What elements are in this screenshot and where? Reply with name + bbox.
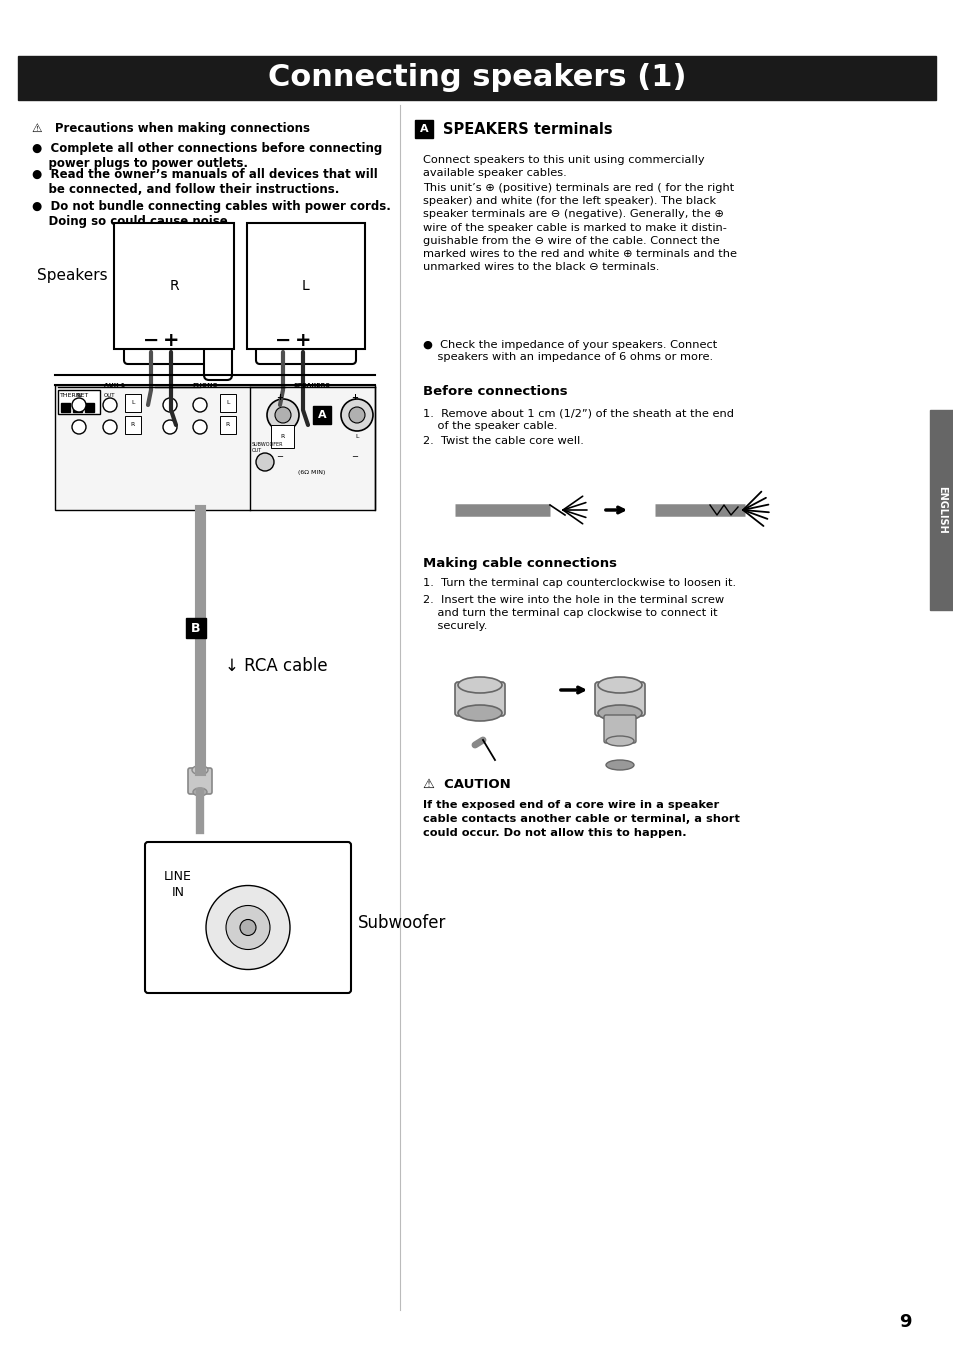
Bar bbox=[415, 120, 433, 137]
Ellipse shape bbox=[598, 677, 641, 693]
Text: ⚠   Precautions when making connections: ⚠ Precautions when making connections bbox=[32, 123, 310, 135]
FancyBboxPatch shape bbox=[204, 243, 232, 380]
Text: AUX 1: AUX 1 bbox=[104, 383, 126, 388]
Text: OUT: OUT bbox=[104, 394, 115, 398]
Circle shape bbox=[267, 399, 298, 431]
FancyBboxPatch shape bbox=[595, 682, 644, 716]
Circle shape bbox=[193, 398, 207, 412]
Text: THERNET: THERNET bbox=[60, 394, 90, 398]
FancyBboxPatch shape bbox=[255, 244, 355, 364]
Text: SPEAKERS terminals: SPEAKERS terminals bbox=[442, 123, 612, 137]
Ellipse shape bbox=[457, 705, 501, 721]
Text: IN: IN bbox=[76, 394, 82, 398]
Circle shape bbox=[163, 398, 177, 412]
Bar bbox=[313, 406, 331, 425]
Text: −: − bbox=[351, 452, 358, 461]
FancyBboxPatch shape bbox=[188, 768, 212, 794]
Circle shape bbox=[103, 421, 117, 434]
Text: +: + bbox=[163, 330, 179, 349]
Text: R: R bbox=[169, 279, 178, 293]
Text: Subwoofer: Subwoofer bbox=[357, 914, 446, 931]
Text: A: A bbox=[317, 410, 326, 421]
Ellipse shape bbox=[598, 705, 641, 721]
Circle shape bbox=[340, 399, 373, 431]
Text: ●  Complete all other connections before connecting
    power plugs to power out: ● Complete all other connections before … bbox=[32, 142, 382, 170]
Text: L: L bbox=[132, 400, 134, 406]
Text: SPEAKERS: SPEAKERS bbox=[294, 383, 330, 388]
Circle shape bbox=[240, 919, 255, 936]
Text: +: + bbox=[294, 330, 311, 349]
Circle shape bbox=[163, 421, 177, 434]
Bar bbox=[18, 57, 935, 100]
Text: +: + bbox=[351, 394, 358, 402]
Text: L: L bbox=[355, 434, 358, 439]
Ellipse shape bbox=[192, 766, 208, 775]
Circle shape bbox=[206, 886, 290, 969]
Text: PHONO: PHONO bbox=[192, 383, 217, 388]
Circle shape bbox=[221, 418, 234, 431]
FancyBboxPatch shape bbox=[455, 682, 504, 716]
Text: L: L bbox=[226, 400, 230, 406]
Bar bbox=[73, 403, 82, 412]
Text: Speakers: Speakers bbox=[37, 268, 108, 283]
Text: 9: 9 bbox=[898, 1313, 910, 1330]
Text: +: + bbox=[276, 394, 283, 402]
Text: A: A bbox=[419, 124, 428, 133]
Text: ⚠  CAUTION: ⚠ CAUTION bbox=[422, 778, 510, 791]
Circle shape bbox=[274, 407, 291, 423]
Circle shape bbox=[255, 453, 274, 470]
Bar bbox=[58, 390, 100, 414]
Text: Making cable connections: Making cable connections bbox=[422, 557, 617, 570]
Text: This unit’s ⊕ (positive) terminals are red ( for the right
speaker) and white (f: This unit’s ⊕ (positive) terminals are r… bbox=[422, 183, 737, 272]
Bar bbox=[85, 403, 94, 412]
FancyBboxPatch shape bbox=[124, 244, 224, 364]
Text: −: − bbox=[276, 452, 283, 461]
Text: R: R bbox=[226, 422, 230, 427]
Circle shape bbox=[221, 396, 234, 410]
Text: L: L bbox=[302, 279, 310, 293]
Text: (6Ω MIN): (6Ω MIN) bbox=[298, 470, 325, 474]
Circle shape bbox=[126, 418, 140, 431]
Text: ↓ RCA cable: ↓ RCA cable bbox=[225, 656, 327, 675]
Text: If the exposed end of a core wire in a speaker
cable contacts another cable or t: If the exposed end of a core wire in a s… bbox=[422, 799, 740, 838]
Text: −: − bbox=[143, 330, 159, 349]
Bar bbox=[55, 386, 375, 510]
Bar bbox=[186, 617, 206, 638]
Text: −: − bbox=[274, 330, 291, 349]
Circle shape bbox=[126, 396, 140, 410]
Text: ENGLISH: ENGLISH bbox=[936, 487, 946, 534]
Text: R: R bbox=[131, 422, 135, 427]
Bar bbox=[61, 403, 70, 412]
Text: ●  Check the impedance of your speakers. Connect
    speakers with an impedance : ● Check the impedance of your speakers. … bbox=[422, 340, 717, 361]
Text: LINE
IN: LINE IN bbox=[164, 871, 192, 899]
Circle shape bbox=[226, 906, 270, 949]
Ellipse shape bbox=[605, 760, 634, 770]
Ellipse shape bbox=[193, 789, 207, 797]
Circle shape bbox=[193, 421, 207, 434]
Text: 2.  Twist the cable core well.: 2. Twist the cable core well. bbox=[422, 435, 583, 446]
Text: 1.  Turn the terminal cap counterclockwise to loosen it.: 1. Turn the terminal cap counterclockwis… bbox=[422, 578, 736, 588]
Text: Connecting speakers (1): Connecting speakers (1) bbox=[268, 63, 685, 93]
Circle shape bbox=[71, 421, 86, 434]
Text: Before connections: Before connections bbox=[422, 386, 567, 398]
FancyBboxPatch shape bbox=[145, 842, 351, 993]
Ellipse shape bbox=[457, 677, 501, 693]
Ellipse shape bbox=[605, 736, 634, 745]
Text: R: R bbox=[280, 434, 285, 439]
Text: ●  Do not bundle connecting cables with power cords.
    Doing so could cause no: ● Do not bundle connecting cables with p… bbox=[32, 200, 391, 228]
Bar bbox=[929, 410, 953, 611]
Text: 2.  Insert the wire into the hole in the terminal screw
    and turn the termina: 2. Insert the wire into the hole in the … bbox=[422, 594, 723, 631]
Circle shape bbox=[71, 398, 86, 412]
Text: SUBWOOFER
OUT: SUBWOOFER OUT bbox=[252, 442, 283, 453]
Circle shape bbox=[349, 407, 365, 423]
Text: B: B bbox=[191, 621, 200, 635]
FancyBboxPatch shape bbox=[603, 714, 636, 743]
Text: Connect speakers to this unit using commercially
available speaker cables.: Connect speakers to this unit using comm… bbox=[422, 155, 704, 178]
Text: ●  Read the owner’s manuals of all devices that will
    be connected, and follo: ● Read the owner’s manuals of all device… bbox=[32, 168, 377, 195]
Text: 1.  Remove about 1 cm (1/2”) of the sheath at the end
    of the speaker cable.: 1. Remove about 1 cm (1/2”) of the sheat… bbox=[422, 408, 733, 431]
Circle shape bbox=[103, 398, 117, 412]
